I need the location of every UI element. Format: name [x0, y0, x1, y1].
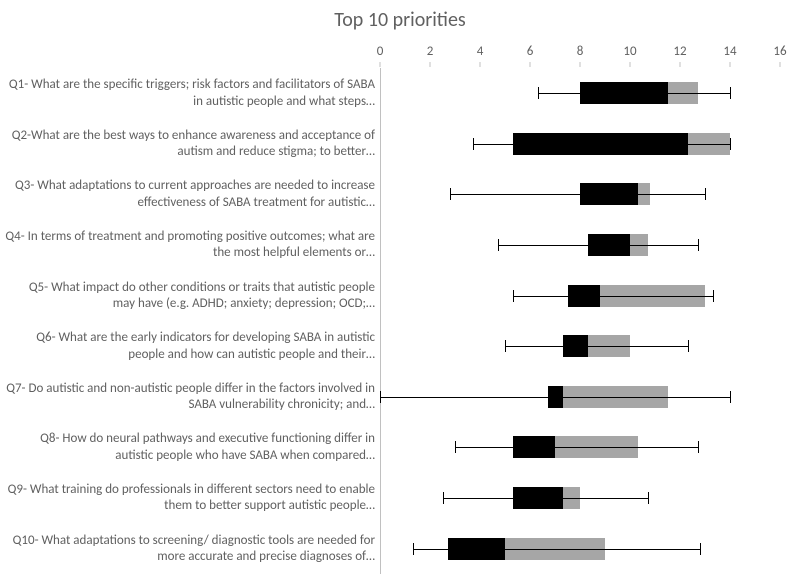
x-tick-label: 0 [377, 44, 384, 59]
x-tick-mark [530, 62, 531, 67]
x-tick-label: 10 [623, 44, 636, 59]
row-label: Q6- What are the early indicators for de… [5, 330, 375, 363]
chart-container: Top 10 priorities 0 2 4 6 8 10 12 14 16 Q1- What… [0, 0, 800, 587]
x-tick-mark [380, 62, 381, 67]
error-bar-cap-high [698, 441, 699, 453]
error-bar-cap-high [705, 188, 706, 200]
error-bar-cap-high [688, 340, 689, 352]
row-label: Q9- What training do professionals in di… [5, 482, 375, 515]
row-label: Q10- What adaptations to screening/ diag… [5, 532, 375, 565]
x-tick-mark [630, 62, 631, 67]
error-bar-line [450, 194, 705, 195]
x-tick-mark [430, 62, 431, 67]
error-bar-cap-high [648, 492, 649, 504]
error-bar-cap-low [450, 188, 451, 200]
error-bar-cap-low [473, 138, 474, 150]
bar-group [380, 436, 780, 458]
chart-rows: Q1- What are the specific triggers; risk… [380, 68, 780, 574]
bar-group [380, 183, 780, 205]
plot-area: 0246810121416 Q1- What are the specific … [380, 38, 780, 578]
x-tick-label: 2 [427, 44, 434, 59]
bar-group [380, 487, 780, 509]
chart-row: Q8- How do neural pathways and executive… [380, 422, 780, 473]
bar-group [380, 82, 780, 104]
bar-group [380, 234, 780, 256]
x-axis: 0246810121416 [380, 38, 780, 68]
error-bar-cap-high [700, 543, 701, 555]
bar-group [380, 538, 780, 560]
error-bar-line [380, 397, 730, 398]
bar-group [380, 133, 780, 155]
x-tick-mark [680, 62, 681, 67]
bar-group [380, 335, 780, 357]
error-bar-cap-low [513, 290, 514, 302]
chart-row: Q3- What adaptations to current approach… [380, 169, 780, 220]
error-bar-cap-low [498, 239, 499, 251]
bar-group [380, 285, 780, 307]
error-bar-line [455, 447, 698, 448]
row-label: Q7- Do autistic and non-autistic people … [5, 381, 375, 414]
error-bar-cap-low [380, 391, 381, 403]
error-bar-cap-low [538, 87, 539, 99]
x-tick-mark [480, 62, 481, 67]
row-label: Q8- How do neural pathways and executive… [5, 431, 375, 464]
x-tick-mark [780, 62, 781, 67]
x-tick-mark [580, 62, 581, 67]
error-bar-line [538, 93, 731, 94]
row-label: Q5- What impact do other conditions or t… [5, 279, 375, 312]
chart-row: Q4- In terms of treatment and promoting … [380, 220, 780, 271]
chart-row: Q6- What are the early indicators for de… [380, 321, 780, 372]
chart-row: Q9- What training do professionals in di… [380, 473, 780, 524]
chart-row: Q7- Do autistic and non-autistic people … [380, 372, 780, 423]
error-bar-line [498, 245, 698, 246]
row-label: Q3- What adaptations to current approach… [5, 178, 375, 211]
x-tick-label: 6 [527, 44, 534, 59]
error-bar-cap-low [505, 340, 506, 352]
x-tick-label: 16 [773, 44, 786, 59]
error-bar-line [505, 346, 688, 347]
error-bar-cap-high [698, 239, 699, 251]
x-tick-mark [730, 62, 731, 67]
chart-row: Q10- What adaptations to screening/ diag… [380, 523, 780, 574]
error-bar-line [473, 144, 731, 145]
error-bar-line [513, 296, 713, 297]
row-label: Q1- What are the specific triggers; risk… [5, 77, 375, 110]
error-bar-cap-high [730, 391, 731, 403]
error-bar-cap-high [730, 87, 731, 99]
x-tick-label: 8 [577, 44, 584, 59]
chart-row: Q2-What are the best ways to enhance awa… [380, 119, 780, 170]
x-tick-label: 12 [673, 44, 686, 59]
x-tick-label: 14 [723, 44, 736, 59]
error-bar-line [413, 549, 701, 550]
error-bar-cap-high [713, 290, 714, 302]
chart-row: Q1- What are the specific triggers; risk… [380, 68, 780, 119]
error-bar-cap-low [413, 543, 414, 555]
error-bar-cap-high [730, 138, 731, 150]
row-label: Q4- In terms of treatment and promoting … [5, 229, 375, 262]
error-bar-cap-low [443, 492, 444, 504]
chart-row: Q5- What impact do other conditions or t… [380, 270, 780, 321]
chart-title: Top 10 priorities [0, 8, 800, 32]
row-label: Q2-What are the best ways to enhance awa… [5, 128, 375, 161]
error-bar-cap-low [455, 441, 456, 453]
error-bar-line [443, 498, 648, 499]
bar-group [380, 386, 780, 408]
x-tick-label: 4 [477, 44, 484, 59]
